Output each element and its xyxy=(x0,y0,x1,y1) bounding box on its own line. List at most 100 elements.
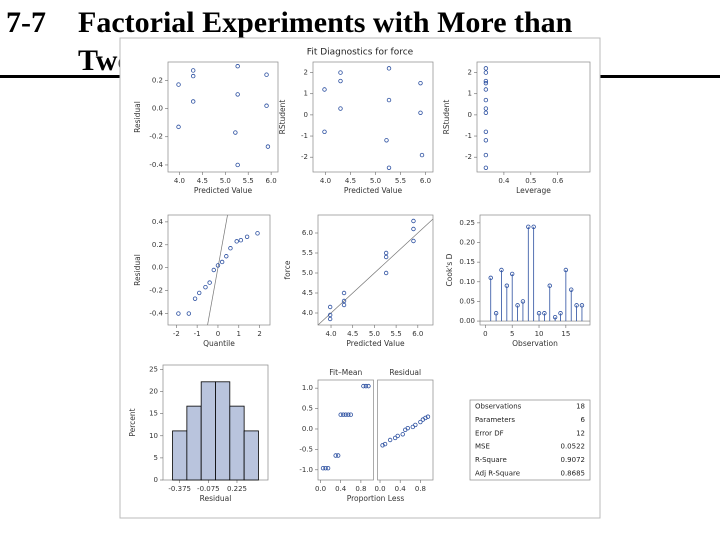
data-point xyxy=(386,97,392,103)
y-tick-label: 0.15 xyxy=(459,258,475,266)
data-point xyxy=(419,152,425,158)
data-point xyxy=(483,138,489,143)
y-tick-label: 0.25 xyxy=(459,219,475,227)
x-tick-label: 5.5 xyxy=(391,330,402,338)
data-point xyxy=(325,465,331,471)
stat-value: 0.9072 xyxy=(561,456,586,464)
x-axis-label: Observation xyxy=(512,339,558,348)
stat-value: 0.0522 xyxy=(561,443,586,451)
data-point xyxy=(341,302,347,308)
data-point xyxy=(224,254,229,259)
data-point xyxy=(215,263,221,268)
histogram-bar xyxy=(172,430,188,481)
data-point xyxy=(265,144,271,149)
stat-name: R-Square xyxy=(475,456,507,464)
data-point xyxy=(238,238,244,243)
data-point xyxy=(176,82,181,87)
data-point xyxy=(418,80,423,86)
histogram-bar xyxy=(215,381,231,481)
data-point xyxy=(219,259,225,265)
x-tick-label: 6.0 xyxy=(266,177,277,185)
y-tick-label: 25 xyxy=(149,365,158,373)
y-tick-label: 20 xyxy=(149,388,158,396)
data-point xyxy=(483,97,489,103)
data-point xyxy=(418,419,423,425)
stem-head xyxy=(526,224,531,229)
data-point xyxy=(382,441,388,447)
stat-value: 18 xyxy=(576,403,585,411)
x-axis-label: Residual xyxy=(200,494,232,503)
y-axis-label: Percent xyxy=(128,408,137,436)
data-point xyxy=(483,165,489,170)
data-point xyxy=(235,64,240,69)
stem-head xyxy=(542,311,547,316)
y-tick-label: 0.10 xyxy=(459,278,475,286)
y-tick-label: 4.0 xyxy=(302,309,313,317)
y-tick-label: -0.4 xyxy=(149,310,163,318)
data-point xyxy=(386,165,392,170)
data-point xyxy=(186,311,192,316)
x-tick-label: 5 xyxy=(510,330,514,338)
data-point xyxy=(423,415,428,421)
x-tick-label: 0.6 xyxy=(552,177,564,185)
x-tick-label: -0.075 xyxy=(197,485,220,493)
histogram-bar xyxy=(200,381,216,481)
x-tick-label: 4.5 xyxy=(347,330,358,338)
data-point xyxy=(413,422,418,428)
data-point xyxy=(341,412,346,417)
section-number: 7-7 xyxy=(6,6,46,39)
data-point xyxy=(197,290,202,296)
panel-title: Fit–Mean xyxy=(329,368,362,377)
x-tick-label: 0.225 xyxy=(227,485,247,493)
data-point xyxy=(191,73,196,79)
stem-head xyxy=(569,287,574,292)
y-tick-label: 0.00 xyxy=(459,317,475,325)
stem-head xyxy=(520,299,526,304)
x-tick-label: 2 xyxy=(257,330,261,338)
data-point xyxy=(203,284,208,290)
x-tick-label: 0.4 xyxy=(498,177,510,185)
data-point xyxy=(333,453,338,458)
x-tick-label: 0.0 xyxy=(374,485,385,493)
panel-title: Residual xyxy=(389,368,421,377)
x-tick-label: 0 xyxy=(483,330,487,338)
stat-name: Adj R-Square xyxy=(475,469,520,477)
x-tick-label: 5.0 xyxy=(369,330,380,338)
x-tick-label: 5.0 xyxy=(370,177,381,185)
data-point xyxy=(483,70,489,75)
data-point xyxy=(234,239,239,244)
data-point xyxy=(387,437,393,443)
y-tick-label: 1.0 xyxy=(302,384,313,392)
x-axis-label: Predicted Value xyxy=(194,186,253,195)
y-tick-label: 15 xyxy=(149,410,158,418)
data-point xyxy=(338,78,343,84)
x-axis-label: Quantile xyxy=(203,339,235,348)
data-point xyxy=(395,433,400,439)
stat-name: Parameters xyxy=(475,416,515,424)
data-point xyxy=(244,234,250,239)
x-tick-label: 0.0 xyxy=(315,485,326,493)
data-point xyxy=(322,129,327,135)
y-tick-label: -2 xyxy=(301,153,308,161)
x-tick-label: 0.4 xyxy=(335,485,347,493)
data-point xyxy=(235,162,240,168)
stat-value: 12 xyxy=(576,429,585,437)
x-tick-label: 4.0 xyxy=(174,177,185,185)
data-point xyxy=(264,72,269,77)
x-tick-label: -2 xyxy=(173,330,180,338)
y-tick-label: 0.20 xyxy=(459,239,475,247)
x-tick-label: 0.8 xyxy=(355,485,366,493)
stem-head xyxy=(515,303,520,308)
stem-head xyxy=(504,283,510,288)
data-point xyxy=(361,383,366,389)
y-axis-label: Cook's D xyxy=(445,253,454,286)
data-point xyxy=(338,70,343,75)
y-tick-label: 2 xyxy=(304,69,308,77)
data-point xyxy=(411,238,416,244)
y-tick-label: 1 xyxy=(468,90,472,98)
y-tick-label: 0.5 xyxy=(302,405,313,413)
x-tick-label: 6.0 xyxy=(412,330,423,338)
data-point xyxy=(425,414,431,419)
data-point xyxy=(483,87,489,92)
